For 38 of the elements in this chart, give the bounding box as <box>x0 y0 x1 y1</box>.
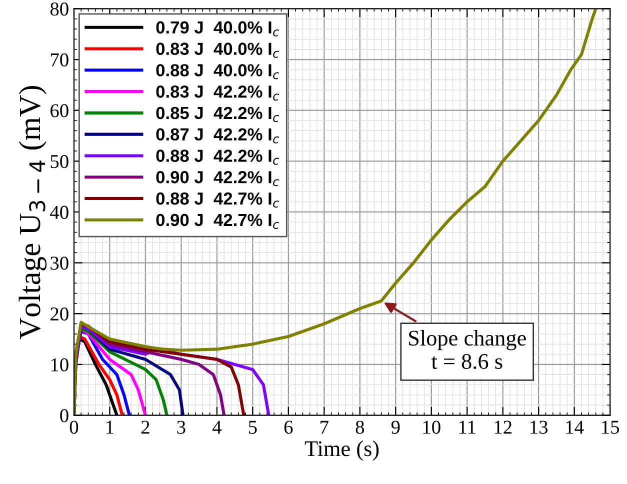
y-tick-label: 60 <box>50 104 68 118</box>
legend-label: 0.79 J 40.0% I$_{c}$ <box>156 21 280 36</box>
x-tick-label: 14 <box>566 420 584 434</box>
legend-label: 0.88 J 42.2% I$_{c}$ <box>156 150 280 165</box>
x-tick-label: 5 <box>248 420 257 434</box>
y-tick-label: 40 <box>50 206 68 219</box>
x-tick-label: 2 <box>141 420 150 434</box>
legend-label: 0.87 J 42.2% I$_{c}$ <box>156 128 280 144</box>
legend-label: 0.88 J 40.0% I$_{c}$ <box>156 64 280 80</box>
x-tick-label: 0 <box>70 420 78 434</box>
y-tick-label: 10 <box>51 358 68 372</box>
x-tick-label: 9 <box>391 420 400 434</box>
y-tick-label: 30 <box>50 256 68 270</box>
x-tick-label: 3 <box>177 420 186 434</box>
x-tick-label: 4 <box>212 420 222 434</box>
y-tick-label: 50 <box>50 154 68 168</box>
legend-label: 0.83 J 42.2% I$_{c}$ <box>156 85 280 101</box>
x-tick-label: 6 <box>284 420 293 434</box>
x-tick-label: 7 <box>320 420 328 434</box>
x-tick-label: 12 <box>494 420 512 434</box>
legend-label: 0.90 J 42.2% I$_{c}$ <box>156 171 280 186</box>
y-axis-title: Voltage U$_{3−4}$ (mV) <box>18 86 47 340</box>
y-tick-label: 20 <box>50 307 68 321</box>
x-tick-label: 8 <box>356 420 364 434</box>
legend-label: 0.83 J 40.0% I$_{c}$ <box>156 42 280 58</box>
x-axis-title: Time (s) <box>304 440 379 461</box>
annotation: Slope change t = 8.6 s <box>409 330 526 370</box>
legend-label: 0.85 J 42.2% I$_{c}$ <box>156 106 280 122</box>
x-tick-label: 13 <box>530 420 548 434</box>
y-tick-label: 70 <box>50 53 68 66</box>
legend-label: 0.90 J 42.7% I$_{c}$ <box>156 214 280 229</box>
x-tick-label: 15 <box>602 420 620 434</box>
x-tick-label: 10 <box>423 420 440 434</box>
x-tick-label: 11 <box>459 420 476 434</box>
y-tick-label: 0 <box>60 409 68 422</box>
y-tick-label: 80 <box>50 2 68 16</box>
legend-label: 0.88 J 42.7% I$_{c}$ <box>156 192 280 208</box>
x-tick-label: 1 <box>106 420 114 434</box>
